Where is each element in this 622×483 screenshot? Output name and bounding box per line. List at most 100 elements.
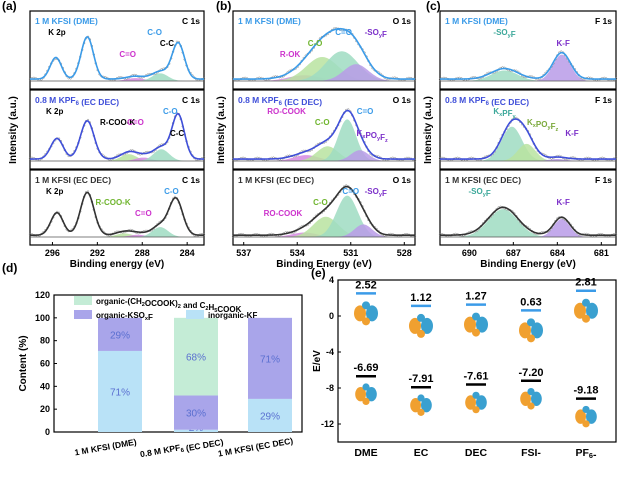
text-run: F [486, 189, 491, 198]
y-tick-label: 40 [40, 381, 50, 391]
row-title: 1 M KFSI (DME) [238, 16, 301, 26]
peak-label: C=O [127, 118, 144, 127]
peak-label: -SOyF [493, 28, 515, 39]
text-run: 1 M KFSI (EC DEC) [445, 175, 521, 185]
text-run: K 2p [48, 28, 65, 37]
orbital-lobe [574, 302, 586, 319]
panel-label: (a) [2, 0, 17, 13]
text-run: 1 M KFSI (DME) [238, 16, 301, 26]
subscript: z [385, 138, 388, 144]
text-run: F [380, 133, 385, 142]
peak-label: C-O [164, 187, 179, 196]
text-run: -SO [493, 28, 507, 37]
y-tick-label: 0 [329, 311, 334, 321]
subscript: y [379, 33, 383, 39]
xps-panel-b-row-3: 1 M KFSI (EC DEC) O 1s C=O C-O RO-COOK -SOyF 5… [231, 169, 417, 270]
category-label: 1 M KFSI (EC DEC) [217, 435, 294, 458]
orbital-lobe [472, 328, 480, 337]
xps-panel-b-row-2: 0.8 M KPF6 (EC DEC) O 1s C=O C-O KxPOyFz RO-C… [231, 89, 417, 170]
y-axis-label: Content (%) [18, 335, 29, 391]
orbital-lobe [472, 406, 480, 414]
y-axis-label: Intensity (a.u.) [8, 96, 19, 164]
orbital-lobe [417, 313, 425, 322]
component-peak-fill [312, 64, 400, 81]
fit-envelope-line [30, 191, 204, 236]
subscript: 2 [205, 306, 208, 312]
peak-label: C-C [170, 129, 184, 138]
panel-label: (d) [2, 261, 17, 275]
x-tick-label: 296 [45, 248, 60, 258]
subscript: x [533, 123, 537, 129]
peak-label: R-COO-K [100, 118, 135, 127]
orbital-lobe [417, 394, 425, 402]
orbital-lobe [417, 329, 425, 338]
text-run: H [209, 303, 215, 312]
subscript: 6 [279, 101, 283, 107]
orbital-lobe [366, 305, 378, 322]
peak-label: R-OK [280, 50, 301, 59]
text-run: - [593, 449, 597, 461]
peak-label: -SOyF [365, 28, 387, 39]
text-run: C-C [170, 129, 184, 138]
y-tick-label: -8 [326, 383, 334, 393]
row-title: 1 M KFSI (DME) [445, 16, 508, 26]
category-label: FSI- [521, 447, 541, 459]
peak-label: KxPOyFz [527, 118, 558, 133]
component-peak-fill [110, 234, 166, 237]
x-tick-label: 684 [550, 248, 565, 258]
xps-panel-c-row-1: 1 M KFSI (DME) F 1s -SOyF K-F [438, 10, 618, 90]
x-tick-label: 690 [462, 248, 477, 258]
text-run: RO-COOK [264, 209, 303, 218]
peak-label: C-O [308, 39, 323, 48]
component-peak-fill [101, 154, 157, 161]
fit-envelope-line [440, 51, 616, 80]
text-run: and C [181, 301, 206, 310]
text-run: C-O [313, 198, 328, 207]
subscript: x [145, 316, 149, 322]
component-peak-fill [458, 70, 551, 81]
orbital-lobe [527, 388, 535, 396]
orbital-lobe [527, 318, 535, 327]
x-axis-label: Binding energy (eV) [70, 259, 164, 270]
y-axis-label: E/eV [312, 350, 323, 372]
panel-label: (b) [216, 0, 231, 13]
y-axis-label: Intensity (a.u.) [423, 96, 434, 164]
text-run: K-F [557, 198, 570, 207]
xps-panel-a-row-1: 1 M KFSI (DME) C 1s K 2p C-C C=O C-O [28, 10, 206, 90]
text-run: organic-(CH [96, 297, 142, 306]
x-tick-label: 528 [397, 248, 412, 258]
legend-label: organic-(CH2OCOOK)2 and C2H5COOK [96, 297, 242, 314]
text-run: C=O [135, 209, 152, 218]
orbital-lobe [465, 395, 476, 410]
text-run: organic-KSO [96, 311, 145, 320]
subscript: y [547, 125, 551, 131]
text-run: R-COO-K [100, 118, 135, 127]
component-peak-fill [526, 159, 589, 161]
row-title: 1 M KFSI (DME) [35, 16, 98, 26]
orbital-lobe [421, 317, 433, 334]
text-run: FSI- [521, 447, 541, 459]
element-label: C 1s [182, 16, 200, 26]
orbital-lobe [476, 316, 488, 333]
orbital-lobe [575, 409, 586, 424]
y-tick-label: 20 [40, 404, 50, 414]
text-run: K-F [565, 129, 578, 138]
peak-label: C=O [342, 187, 359, 196]
homo-value-label: -6.69 [353, 362, 378, 374]
fit-envelope-line [233, 185, 415, 236]
element-label: O 1s [393, 16, 412, 26]
text-run: (EC DEC) [79, 97, 119, 107]
peak-label: C=O [357, 107, 374, 116]
text-run: R-COO-K [96, 198, 131, 207]
x-tick-label: 534 [290, 248, 305, 258]
peak-label: KxPFy [493, 107, 516, 120]
y-tick-label: 0 [45, 427, 50, 437]
component-peak-fill [495, 143, 558, 161]
lumo-value-label: 0.63 [520, 296, 541, 308]
xps-panel-a-row-2: 0.8 M KPF6 (EC DEC) C 1s K 2p R-COO-K C-C C-O… [28, 89, 206, 170]
text-run: C-C [160, 39, 174, 48]
bar-segment [174, 395, 218, 430]
text-run: K-F [557, 39, 570, 48]
x-tick-label: 537 [236, 248, 251, 258]
component-peak-fill [132, 227, 188, 237]
